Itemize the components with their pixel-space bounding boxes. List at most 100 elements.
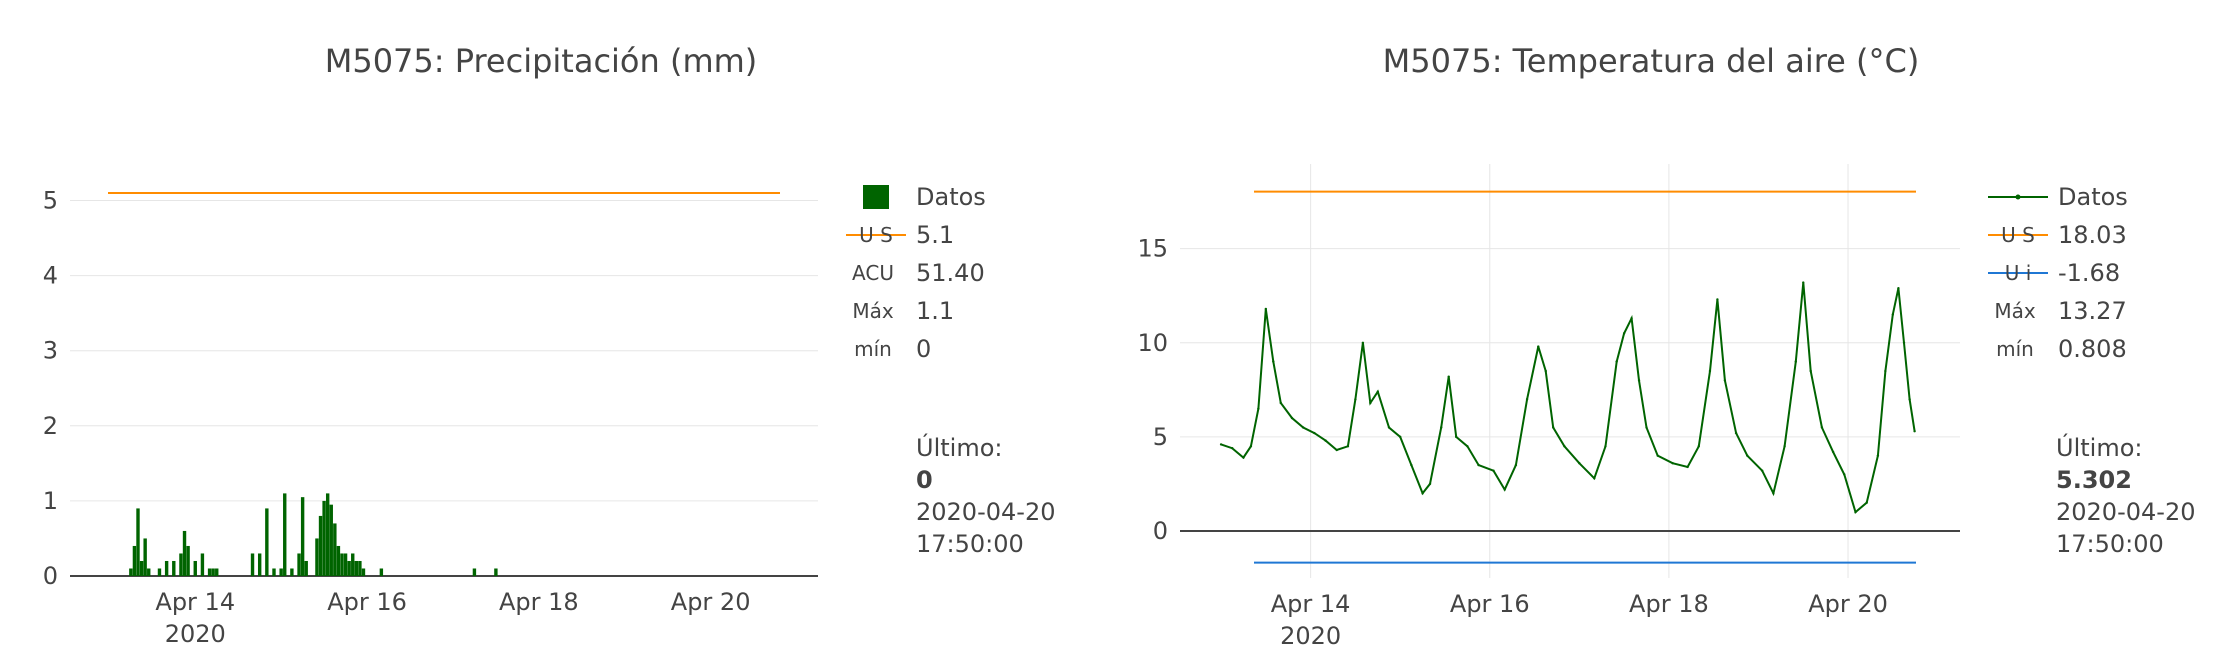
- data-point: [1361, 341, 1365, 344]
- last-value-block: Último: 0 2020-04-20 17:50:00: [916, 432, 1055, 560]
- x-tick-label: Apr 16: [1450, 590, 1530, 618]
- data-point: [1656, 454, 1659, 457]
- data-point: [1398, 435, 1402, 439]
- chart-title: M5075: Precipitación (mm): [324, 42, 758, 80]
- precip-bar: [333, 523, 337, 576]
- x-tick-year: 2020: [1280, 622, 1341, 650]
- precip-bar: [336, 545, 341, 576]
- temperature-line: [1220, 282, 1916, 514]
- precip-bar: [322, 500, 326, 576]
- precip-bar: [329, 504, 333, 576]
- precipitation-panel: M5075: Precipitación (mm) 0 1 2 3 4 5 Apr 14 20…: [43, 42, 1056, 648]
- data-point: [1820, 426, 1824, 429]
- legend-symbol-line-marker: [1988, 194, 2048, 200]
- data-point: [1231, 446, 1234, 450]
- x-tick-label: Apr 20: [671, 588, 751, 616]
- y-tick-label: 10: [1137, 329, 1168, 357]
- precip-bar: [172, 560, 176, 576]
- legend-label: 13.27: [2058, 297, 2127, 325]
- data-point: [1537, 345, 1540, 348]
- precip-bar: [318, 515, 323, 576]
- legend-label: 0.808: [2058, 335, 2127, 363]
- legend-symbol-line: U i: [1988, 261, 2048, 285]
- precip-bar: [361, 568, 366, 576]
- precip-bar: [193, 560, 197, 576]
- last-date: 2020-04-20: [916, 498, 1056, 526]
- data-point: [1854, 510, 1857, 514]
- data-point: [1492, 469, 1495, 472]
- y-tick-label: 5: [1153, 423, 1168, 451]
- legend-tag: U S: [2001, 223, 2035, 247]
- precip-bar: [200, 553, 205, 576]
- last-value: 5.302: [2056, 466, 2132, 494]
- precip-bar: [211, 568, 215, 576]
- precip-bar: [351, 553, 355, 576]
- precip-bar: [347, 560, 351, 576]
- data-point: [1376, 390, 1379, 393]
- precip-bar: [136, 508, 140, 576]
- y-tick-label: 5: [43, 187, 58, 215]
- data-point: [1242, 456, 1245, 459]
- last-heading: Último:: [916, 434, 1003, 462]
- chart-title: M5075: Temperatura del aire (°C): [1382, 42, 1920, 80]
- data-point: [1324, 439, 1327, 442]
- data-point: [1440, 426, 1443, 429]
- legend-label: Datos: [2058, 183, 2128, 211]
- data-point: [1716, 298, 1719, 301]
- data-point: [1884, 369, 1887, 373]
- data-point: [1902, 341, 1906, 344]
- last-time: 17:50:00: [2056, 530, 2164, 558]
- legend-tag: ACU: [852, 261, 894, 285]
- data-point: [1290, 416, 1294, 420]
- temperature-panel: M5075: Temperatura del aire (°C) 0 5 10 15 A…: [1110, 0, 2220, 650]
- legend-symbol-square: [863, 185, 889, 209]
- data-point: [1802, 281, 1805, 284]
- data-point: [1428, 482, 1432, 486]
- precip-bar: [340, 553, 344, 576]
- data-point: [1708, 369, 1712, 373]
- data-point: [1525, 398, 1529, 401]
- last-date: 2020-04-20: [2056, 498, 2196, 526]
- data-point: [1264, 307, 1268, 311]
- legend-label: -1.68: [2058, 259, 2121, 287]
- precipitation-plot: 0 1 2 3 4 5 Apr 14 2020 Apr 16 Apr 18 Apr 20: [43, 187, 818, 648]
- legend-label: 0: [916, 335, 932, 363]
- precip-bar: [290, 568, 294, 576]
- data-point: [1865, 501, 1868, 504]
- legend-symbol-line: U S: [846, 223, 906, 247]
- y-tick-label: 0: [43, 562, 58, 590]
- precip-bar: [147, 568, 151, 576]
- y-tick-label: 1: [43, 487, 58, 515]
- legend-label: 1.1: [916, 297, 955, 325]
- data-point: [1279, 401, 1282, 405]
- legend-tag: mín: [1996, 337, 2034, 361]
- data-point: [1772, 492, 1775, 495]
- last-value: 0: [916, 466, 933, 494]
- data-point: [1387, 426, 1391, 429]
- precip-bar: [279, 568, 283, 576]
- data-point: [1637, 379, 1641, 382]
- data-point: [1891, 313, 1895, 316]
- data-point: [1346, 445, 1350, 448]
- precip-bar: [297, 553, 301, 576]
- y-tick-label: 15: [1137, 235, 1168, 263]
- precip-bar: [139, 560, 144, 576]
- x-tick-label: Apr 18: [1629, 590, 1709, 618]
- data-point: [1249, 445, 1253, 448]
- data-point: [1514, 463, 1518, 467]
- legend-tag: U i: [2005, 261, 2032, 285]
- legend-tag: Máx: [852, 299, 894, 323]
- precip-bar: [379, 568, 384, 576]
- y-tick-label: 4: [43, 262, 58, 290]
- precip-bar: [494, 568, 498, 576]
- data-point: [1604, 445, 1607, 448]
- precip-bar: [283, 493, 287, 576]
- precip-bar: [358, 560, 362, 576]
- legend-tag: Máx: [1994, 299, 2036, 323]
- data-point: [1913, 430, 1916, 433]
- data-point: [1410, 463, 1413, 467]
- x-tick-label: Apr 18: [499, 588, 579, 616]
- precip-bar: [250, 553, 255, 576]
- x-tick-label: Apr 16: [327, 588, 407, 616]
- data-point: [1354, 398, 1357, 401]
